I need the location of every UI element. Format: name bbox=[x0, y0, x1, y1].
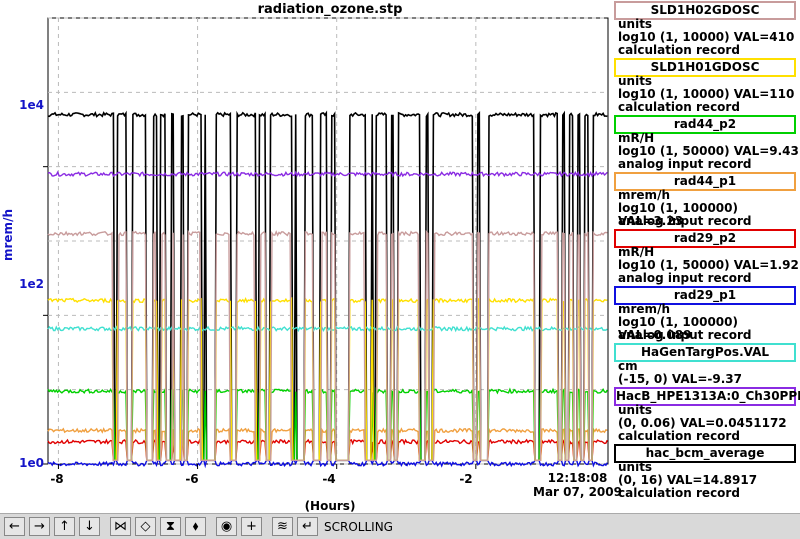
legend-item[interactable]: SLD1H01GDOSC units log10 (1, 10000) VAL=… bbox=[614, 57, 800, 114]
x-axis-label: (Hours) bbox=[304, 499, 356, 513]
legend: SLD1H02GDOSC units log10 (1, 10000) VAL=… bbox=[614, 0, 800, 500]
arrow-left-icon: ← bbox=[9, 519, 20, 534]
legend-pv-name[interactable]: hac_bcm_average bbox=[614, 444, 796, 463]
plot-title: radiation_ozone.stp bbox=[257, 2, 403, 17]
legend-range: log10 (1, 50000) VAL=1.92 bbox=[618, 258, 799, 272]
legend-range: (0, 0.06) VAL=0.0451172 bbox=[618, 416, 787, 430]
legend-units: units bbox=[618, 17, 653, 31]
legend-units: mrem/h bbox=[618, 188, 670, 202]
x-tick-label: -2 bbox=[459, 472, 473, 486]
pan-up-button[interactable]: ↑ bbox=[54, 517, 75, 536]
y-tick-label: 1e2 bbox=[19, 277, 44, 291]
plot-area[interactable] bbox=[0, 0, 612, 513]
legend-item[interactable]: SLD1H02GDOSC units log10 (1, 10000) VAL=… bbox=[614, 0, 800, 57]
x-tick-label: -6 bbox=[185, 472, 199, 486]
legend-range: log10 (1, 10000) VAL=110 bbox=[618, 87, 795, 101]
legend-record: calculation record bbox=[618, 486, 740, 500]
legend-pv-name[interactable]: HaGenTargPos.VAL bbox=[614, 343, 796, 362]
legend-record: calculation record bbox=[618, 43, 740, 57]
y-tick-label: 1e4 bbox=[19, 98, 44, 112]
pan-down-button[interactable]: ↓ bbox=[79, 517, 100, 536]
back-icon: ↵ bbox=[302, 519, 313, 534]
series-layer bbox=[47, 110, 608, 469]
legend-units: units bbox=[618, 403, 653, 417]
pan-left-button[interactable]: ← bbox=[4, 517, 25, 536]
legend-range: log10 (1, 50000) VAL=9.43 bbox=[618, 144, 799, 158]
zoom-in-y-button[interactable]: ⧗ bbox=[160, 517, 181, 536]
legend-record: analog input record bbox=[618, 157, 752, 171]
legend-record: analog input record bbox=[618, 328, 752, 342]
x-tick-label: -8 bbox=[50, 472, 64, 486]
axis-ticks bbox=[43, 166, 477, 469]
legend-range: log10 (1, 100000) VAL=3.23 bbox=[618, 201, 738, 228]
legend-units: cm bbox=[618, 359, 638, 373]
legend-pv-name[interactable]: HacB_HPE1313A:0_Ch30PPM bbox=[614, 387, 800, 406]
legend-units: mR/H bbox=[618, 245, 655, 259]
zoom-in-y-icon: ⧗ bbox=[165, 519, 176, 534]
timestamp: 12:18:08 Mar 07, 2009 bbox=[533, 471, 622, 499]
legend-units: units bbox=[618, 74, 653, 88]
legend-item[interactable]: hac_bcm_average units (0, 16) VAL=14.891… bbox=[614, 443, 800, 500]
arrow-right-icon: → bbox=[34, 519, 45, 534]
back-button[interactable]: ↵ bbox=[297, 517, 318, 536]
series-line bbox=[47, 325, 608, 333]
legend-item[interactable]: HaGenTargPos.VAL cm (-15, 0) VAL=-9.37 bbox=[614, 342, 800, 386]
legend-record: analog input record bbox=[618, 214, 752, 228]
legend-units: mrem/h bbox=[618, 302, 670, 316]
legend-record: calculation record bbox=[618, 100, 740, 114]
legend-item[interactable]: rad44_p2 mR/H log10 (1, 50000) VAL=9.43 … bbox=[614, 114, 800, 171]
toolbar: ← → ↑ ↓ ⋈ ◇ ⧗ ⬧ ◉ + ≋ ↵ SCROLLING bbox=[0, 513, 800, 539]
arrow-down-icon: ↓ bbox=[84, 519, 95, 534]
legend-item[interactable]: rad29_p2 mR/H log10 (1, 50000) VAL=1.92 … bbox=[614, 228, 800, 285]
zoom-in-x-icon: ⋈ bbox=[114, 519, 127, 534]
center-icon: ◉ bbox=[220, 519, 233, 534]
zoom-out-y-icon: ⬧ bbox=[192, 519, 199, 534]
legend-units: units bbox=[618, 460, 653, 474]
y-axis-label: mrem/h bbox=[1, 209, 15, 261]
zoom-out-x-icon: ◇ bbox=[140, 519, 151, 534]
legend-item[interactable]: rad29_p1 mrem/h log10 (1, 100000) VAL=0.… bbox=[614, 285, 800, 342]
legend-record: calculation record bbox=[618, 429, 740, 443]
series-line bbox=[47, 170, 608, 178]
legend-range: log10 (1, 10000) VAL=410 bbox=[618, 30, 795, 44]
arrow-up-icon: ↑ bbox=[59, 519, 70, 534]
pan-right-button[interactable]: → bbox=[29, 517, 50, 536]
legend-pv-name[interactable]: rad44_p1 bbox=[614, 172, 796, 191]
legend-pv-name[interactable]: rad44_p2 bbox=[614, 115, 796, 134]
zoom-out-y-button[interactable]: ⬧ bbox=[185, 517, 206, 536]
legend-pv-name[interactable]: SLD1H02GDOSC bbox=[614, 1, 796, 20]
clock-date: Mar 07, 2009 bbox=[533, 485, 622, 499]
plus-icon: + bbox=[246, 519, 257, 534]
auto-scale-button[interactable]: ≋ bbox=[272, 517, 293, 536]
legend-item[interactable]: HacB_HPE1313A:0_Ch30PPM units (0, 0.06) … bbox=[614, 386, 800, 443]
legend-range: (0, 16) VAL=14.8917 bbox=[618, 473, 758, 487]
legend-pv-name[interactable]: rad29_p2 bbox=[614, 229, 796, 248]
series-line bbox=[47, 229, 608, 461]
legend-range: log10 (1, 100000) VAL=0.089 bbox=[618, 315, 738, 342]
zoom-in-x-button[interactable]: ⋈ bbox=[110, 517, 131, 536]
legend-record: analog input record bbox=[618, 271, 752, 285]
legend-pv-name[interactable]: rad29_p1 bbox=[614, 286, 796, 305]
auto-scale-icon: ≋ bbox=[277, 519, 288, 534]
x-tick-label: -4 bbox=[322, 472, 336, 486]
legend-range: (-15, 0) VAL=-9.37 bbox=[618, 372, 742, 386]
add-button[interactable]: + bbox=[241, 517, 262, 536]
clock-time: 12:18:08 bbox=[547, 471, 608, 485]
zoom-out-x-button[interactable]: ◇ bbox=[135, 517, 156, 536]
legend-pv-name[interactable]: SLD1H01GDOSC bbox=[614, 58, 796, 77]
legend-item[interactable]: rad44_p1 mrem/h log10 (1, 100000) VAL=3.… bbox=[614, 171, 800, 228]
center-button[interactable]: ◉ bbox=[216, 517, 237, 536]
legend-units: mR/H bbox=[618, 131, 655, 145]
y-tick-label: 1e0 bbox=[19, 456, 44, 470]
mode-indicator: SCROLLING bbox=[324, 519, 393, 534]
grid bbox=[48, 17, 608, 465]
